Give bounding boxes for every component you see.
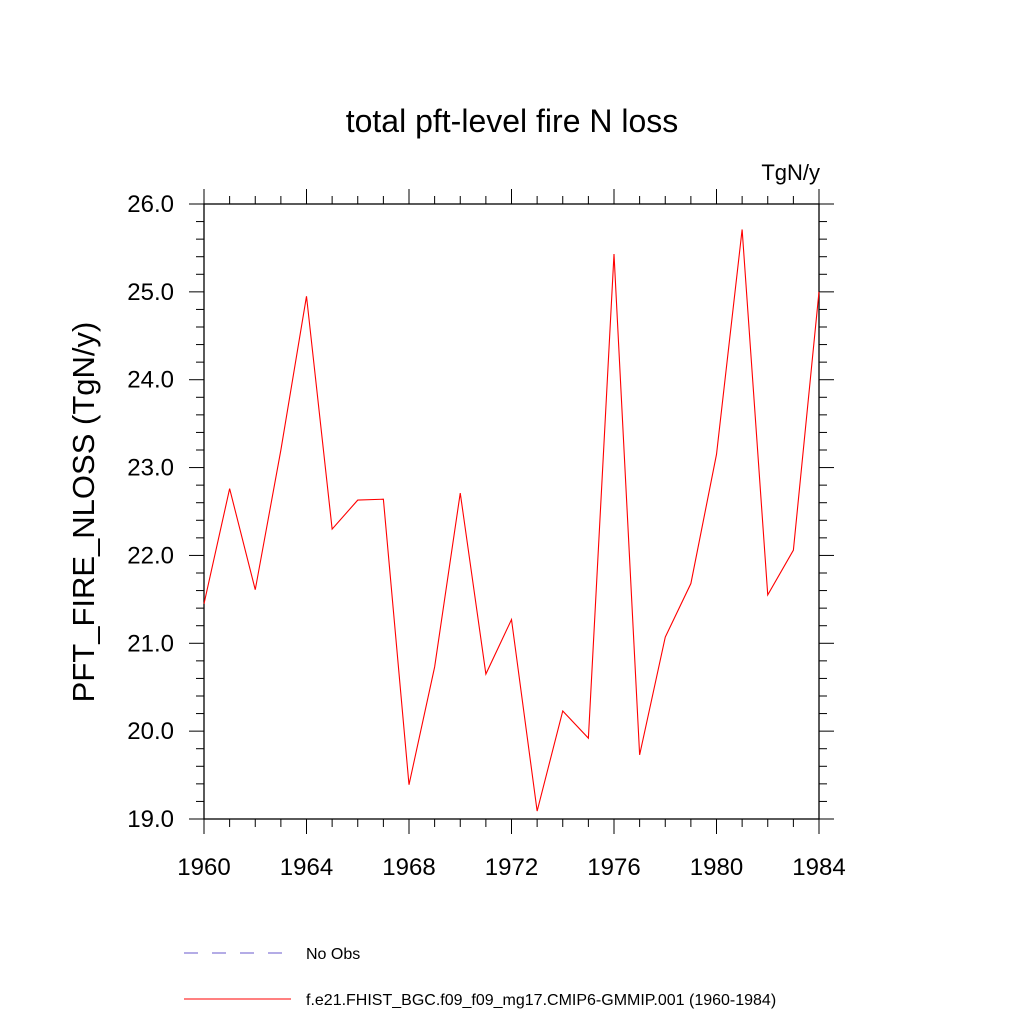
series-line (203, 229, 820, 812)
legend: No Obs f.e21.FHIST_BGC.f09_f09_mg17.CMIP6… (184, 946, 776, 1009)
y-tick-label: 21.0 (127, 630, 174, 657)
y-axis-label: PFT_FIRE_NLOSS (TgN/y) (66, 322, 101, 703)
plot-frame (203, 203, 820, 820)
x-tick-label: 1980 (690, 854, 743, 881)
y-tick-label: 25.0 (127, 279, 174, 306)
x-tick-label: 1972 (485, 854, 538, 881)
legend-label: No Obs (306, 946, 360, 963)
y-tick-label: 19.0 (127, 806, 174, 833)
y-tick-label: 26.0 (127, 191, 174, 218)
y-tick-label: 23.0 (127, 455, 174, 482)
x-tick-label: 1960 (177, 854, 230, 881)
y-tick-label: 24.0 (127, 367, 174, 394)
y-tick-label: 20.0 (127, 718, 174, 745)
x-tick-label: 1964 (280, 854, 333, 881)
x-tick-label: 1976 (587, 854, 640, 881)
chart-title: total pft-level fire N loss (346, 103, 679, 139)
legend-label: f.e21.FHIST_BGC.f09_f09_mg17.CMIP6-GMMIP… (306, 992, 776, 1009)
units-label: TgN/y (761, 160, 820, 185)
series-layer (203, 229, 820, 812)
x-axis-ticks: 1960 1964 1968 1972 1976 1980 1984 (177, 189, 846, 881)
y-tick-label: 22.0 (127, 542, 174, 569)
x-tick-label: 1984 (792, 854, 845, 881)
y-axis-ticks: 19.0 20.0 21.0 22.0 23.0 24.0 25.0 26.0 (127, 191, 834, 833)
x-tick-label: 1968 (382, 854, 435, 881)
